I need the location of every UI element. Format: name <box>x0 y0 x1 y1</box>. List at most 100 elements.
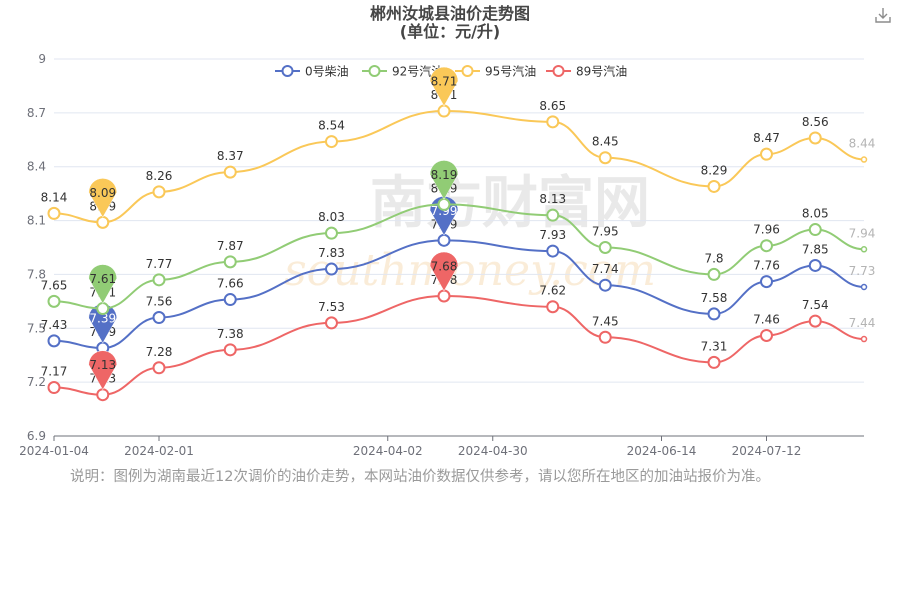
marker-label: 7.68 <box>431 259 458 273</box>
data-point <box>598 330 612 344</box>
data-label: 8.54 <box>318 119 345 133</box>
legend-marker <box>368 65 381 77</box>
data-point <box>152 361 166 375</box>
data-point <box>47 294 61 308</box>
data-label: 8.37 <box>217 149 244 163</box>
data-point <box>96 388 110 402</box>
y-tick-label: 6.9 <box>27 429 46 443</box>
data-label: 7.38 <box>217 327 244 341</box>
data-label: 7.77 <box>146 257 173 271</box>
legend-marker <box>461 65 474 77</box>
data-label: 8.56 <box>802 115 829 129</box>
marker-label: 7.61 <box>89 272 116 286</box>
data-label: 7.44 <box>849 316 876 330</box>
data-point <box>437 289 451 303</box>
legend-item[interactable]: 95号汽油 <box>455 64 536 79</box>
chart-subtitle-unit: (单位：元/升) <box>399 22 501 41</box>
data-label: 8.47 <box>753 131 780 145</box>
data-label: 7.74 <box>592 262 619 276</box>
legend-label: 89号汽油 <box>576 64 627 79</box>
data-label: 8.26 <box>146 169 173 183</box>
marker-label: 7.39 <box>89 312 116 326</box>
data-label: 7.28 <box>146 345 173 359</box>
data-point <box>546 208 560 222</box>
marker-pin <box>88 264 118 305</box>
data-point <box>325 226 338 240</box>
marker-label: 8.19 <box>431 168 458 182</box>
data-point <box>860 335 868 343</box>
data-label: 8.03 <box>318 210 345 224</box>
marker-pin <box>88 350 118 391</box>
data-label: 7.76 <box>753 259 780 273</box>
data-label: 7.46 <box>753 312 780 326</box>
marker-label: 8.09 <box>89 186 116 200</box>
data-point <box>223 165 237 179</box>
x-tick-label: 2024-04-30 <box>458 444 528 458</box>
data-label: 7.94 <box>849 226 876 240</box>
data-point <box>808 223 822 237</box>
marker-label: 7.13 <box>89 358 116 372</box>
data-point <box>223 343 237 357</box>
data-point <box>808 131 822 145</box>
data-label: 7.66 <box>217 277 244 291</box>
data-point <box>325 262 338 276</box>
data-label: 7.58 <box>701 291 728 305</box>
data-point <box>546 300 560 314</box>
data-point <box>760 239 773 253</box>
marker-pin <box>429 251 459 292</box>
data-point <box>47 206 61 220</box>
data-label: 8.45 <box>592 135 619 149</box>
data-label: 7.45 <box>592 314 619 328</box>
data-label: 7.31 <box>701 339 728 353</box>
data-label: 7.43 <box>41 318 68 332</box>
watermark-text: 南方财富网 <box>370 171 650 236</box>
legend-item[interactable]: 0号柴油 <box>275 65 349 79</box>
data-label: 7.62 <box>539 284 566 298</box>
chart-title: 郴州汝城县油价走势图 <box>369 4 530 23</box>
data-point <box>707 179 721 193</box>
y-tick-label: 8.7 <box>27 106 46 120</box>
data-point <box>437 197 451 211</box>
min-marker: 8.09 <box>88 178 118 218</box>
data-point <box>707 267 721 281</box>
legend-label: 0号柴油 <box>305 65 349 79</box>
x-tick-label: 2024-01-04 <box>19 444 89 458</box>
chart-note: 说明：图例为湖南最近12次调价的油价走势，本网站油价数据仅供参考，请以您所在地区… <box>70 469 770 485</box>
data-point <box>96 215 110 229</box>
data-label: 7.73 <box>849 264 876 278</box>
x-tick-label: 2024-06-14 <box>627 444 697 458</box>
min-marker: 7.13 <box>88 350 118 391</box>
legend-marker <box>281 65 294 77</box>
data-point <box>223 293 237 307</box>
max-marker: 8.19 <box>429 160 459 200</box>
legend-label: 95号汽油 <box>485 64 536 79</box>
legend-item[interactable]: 92号汽油 <box>362 64 443 79</box>
watermark-subtext: southmoney.com <box>284 245 656 296</box>
y-tick-label: 9 <box>38 52 46 66</box>
data-label: 7.95 <box>592 225 619 239</box>
data-point <box>152 311 166 325</box>
data-point <box>96 302 110 316</box>
data-point <box>47 381 61 395</box>
data-label: 7.93 <box>539 228 566 242</box>
download-icon[interactable] <box>874 6 892 24</box>
min-marker: 7.61 <box>88 264 118 305</box>
x-tick-label: 2024-07-12 <box>732 444 802 458</box>
data-label: 8.14 <box>41 190 68 204</box>
marker-pin <box>429 66 459 107</box>
legend-item[interactable]: 89号汽油 <box>546 64 627 79</box>
y-tick-label: 7.2 <box>27 375 46 389</box>
data-label: 7.17 <box>41 365 68 379</box>
data-point <box>437 104 451 118</box>
data-point <box>760 328 773 342</box>
data-point <box>437 233 451 247</box>
data-label: 7.85 <box>802 242 829 256</box>
max-marker: 8.71 <box>429 66 459 107</box>
data-point <box>598 241 612 254</box>
data-point <box>707 355 721 369</box>
series-line <box>53 294 865 396</box>
data-point <box>860 246 868 253</box>
data-label: 8.65 <box>539 99 566 113</box>
data-point <box>860 156 868 163</box>
data-point <box>47 334 61 348</box>
